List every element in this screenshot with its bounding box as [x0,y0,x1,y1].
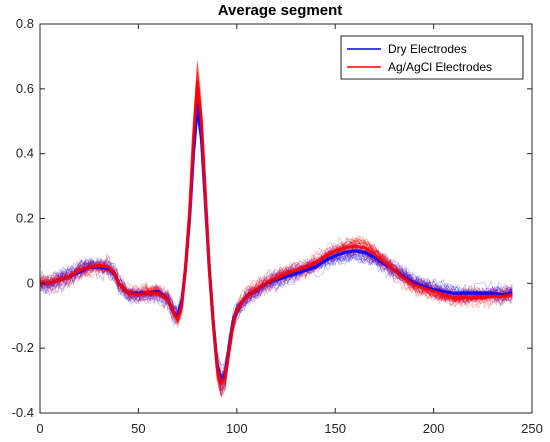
x-tick-label: 100 [226,421,248,436]
y-tick-label: -0.2 [12,340,34,355]
legend: Dry Electrodes Ag/AgCl Electrodes [340,35,524,80]
trace-line [40,78,513,392]
trace-line [40,87,513,387]
y-tick-label: 0.2 [16,211,34,226]
y-tick-label: -0.4 [12,405,34,420]
x-tick-label: 200 [423,421,445,436]
x-tick-label: 0 [36,421,43,436]
series-line-agagcl-electrodes [40,80,513,386]
x-tick-label: 50 [131,421,145,436]
y-tick-label: 0.6 [16,81,34,96]
legend-label: Dry Electrodes [388,42,467,56]
x-tick-label: 250 [521,421,543,436]
plot-area [40,59,513,398]
y-tick-label: 0.4 [16,146,34,161]
trace-line [40,109,513,389]
legend-box [340,35,524,80]
x-tick-label: 150 [324,421,346,436]
y-tick-label: 0 [27,275,34,290]
trace-line [40,78,513,379]
legend-label: Ag/AgCl Electrodes [388,60,492,74]
chart-title: Average segment [218,2,343,19]
y-tick-label: 0.8 [16,16,34,31]
trace-line [40,71,513,395]
trace-line [40,91,513,387]
axes: 0 50 100 150 200 250 -0.4 -0.2 0 0.2 0.4 0.6 0.8 [12,16,543,436]
trace-line [40,103,513,379]
trace-line [40,98,513,386]
